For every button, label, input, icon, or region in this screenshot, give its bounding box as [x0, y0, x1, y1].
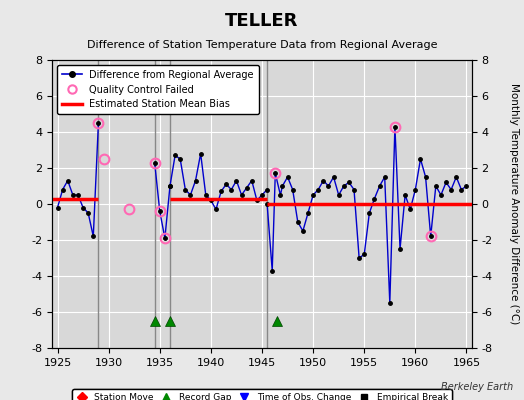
Legend: Station Move, Record Gap, Time of Obs. Change, Empirical Break: Station Move, Record Gap, Time of Obs. C… — [72, 389, 452, 400]
Y-axis label: Monthly Temperature Anomaly Difference (°C): Monthly Temperature Anomaly Difference (… — [509, 83, 519, 325]
Text: Berkeley Earth: Berkeley Earth — [441, 382, 514, 392]
Text: TELLER: TELLER — [225, 12, 299, 30]
Text: Difference of Station Temperature Data from Regional Average: Difference of Station Temperature Data f… — [87, 40, 437, 50]
